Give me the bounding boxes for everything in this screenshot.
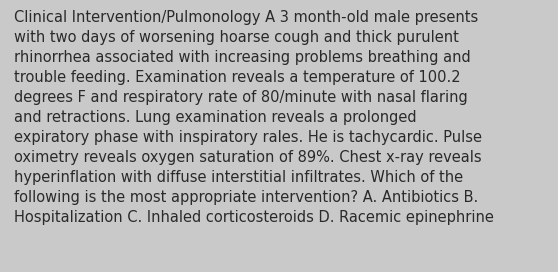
Text: Clinical Intervention/Pulmonology A 3 month-old male presents
with two days of w: Clinical Intervention/Pulmonology A 3 mo… xyxy=(14,10,494,225)
